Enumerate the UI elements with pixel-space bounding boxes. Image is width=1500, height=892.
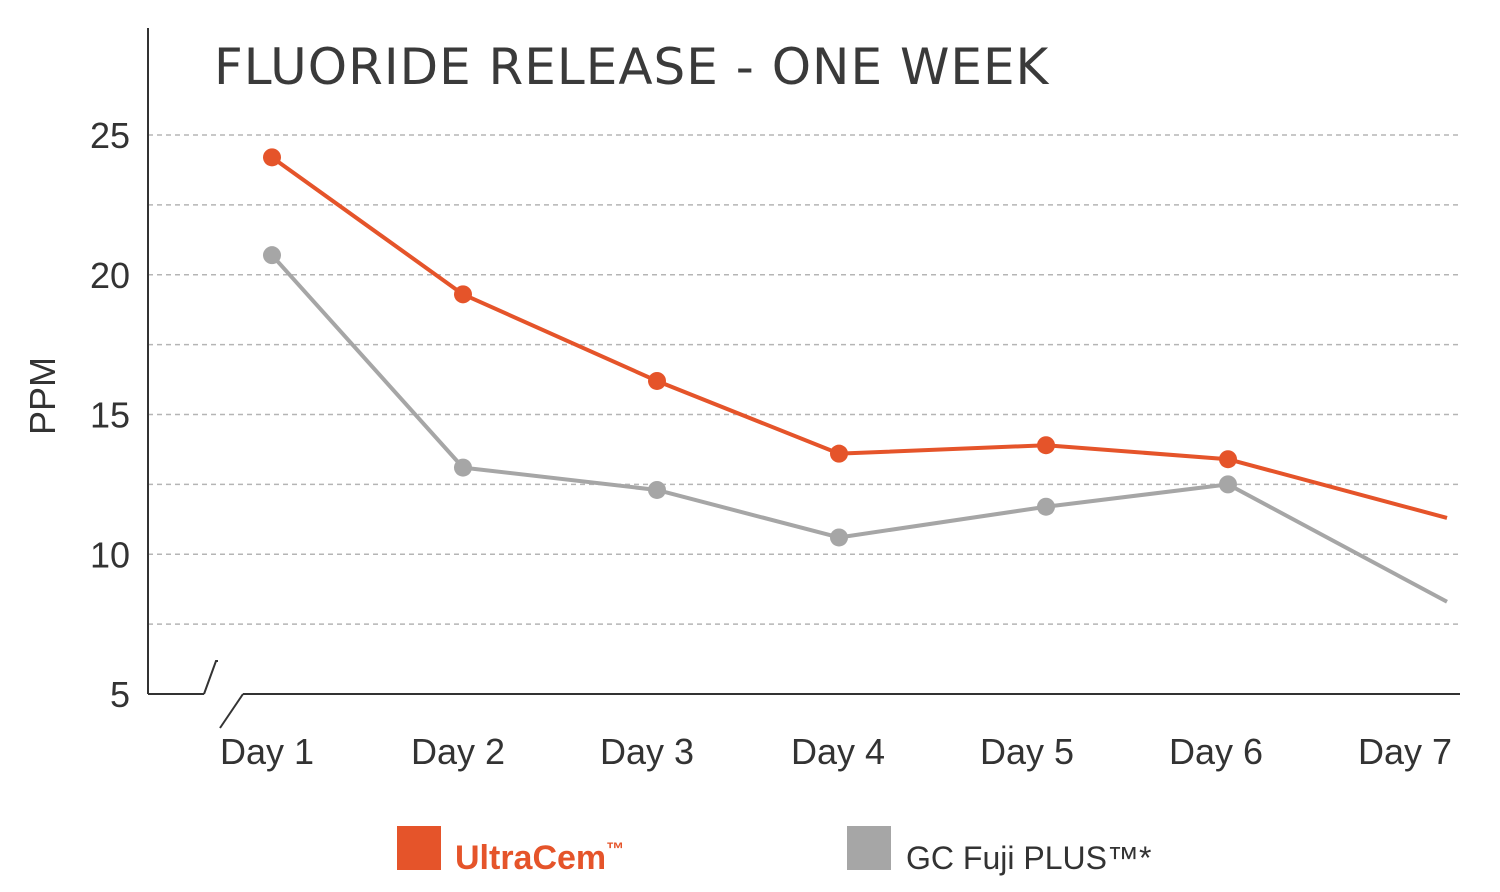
x-tick-label: Day 3 — [600, 731, 694, 772]
series-line — [270, 253, 1448, 604]
y-tick-label: 25 — [90, 115, 130, 156]
legend-label-ultracem: UltraCem™ — [455, 839, 624, 877]
series — [263, 148, 1448, 604]
series-ultracem — [263, 148, 1448, 520]
axes — [147, 28, 1460, 729]
x-tick-label: Day 2 — [411, 731, 505, 772]
data-point — [263, 148, 281, 167]
y-tick-label: 5 — [110, 674, 130, 715]
trademark-mark: ™ — [606, 839, 624, 859]
y-tick-label: 15 — [90, 395, 130, 436]
legend-label-gc-fuji: GC Fuji PLUS™* — [906, 840, 1151, 876]
chart-title: FLUORIDE RELEASE - ONE WEEK — [214, 38, 1050, 96]
legend-swatch-ultracem — [397, 826, 441, 870]
data-point — [1219, 475, 1237, 494]
x-tick-label: Day 6 — [1169, 731, 1263, 772]
y-tick-label: 10 — [90, 534, 130, 575]
data-point — [830, 528, 848, 547]
data-point — [1219, 450, 1237, 469]
legend-swatch-gc-fuji — [847, 826, 891, 870]
y-tick-label: 20 — [90, 255, 130, 296]
data-point — [830, 444, 848, 463]
legend: UltraCem™ GC Fuji PLUS™* — [397, 826, 1151, 877]
series-gc-fuji-plus — [263, 246, 1448, 604]
grid-lines — [148, 134, 1460, 625]
data-point — [454, 458, 472, 477]
data-point — [263, 246, 281, 265]
data-point — [1037, 497, 1055, 516]
data-point — [454, 285, 472, 304]
x-tick-label: Day 5 — [980, 731, 1074, 772]
axis-break-mark-lower — [219, 693, 244, 729]
x-tick-label: Day 4 — [791, 731, 885, 772]
series-line — [270, 155, 1448, 520]
data-point — [648, 480, 666, 499]
x-tick-labels: Day 1 Day 2 Day 3 Day 4 Day 5 Day 6 Day 7 — [220, 731, 1452, 772]
axis-break-mark — [203, 660, 218, 695]
data-point — [648, 371, 666, 390]
x-tick-label: Day 7 — [1358, 731, 1452, 772]
data-point — [1037, 436, 1055, 455]
y-tick-labels: 25 20 15 10 5 — [90, 115, 130, 715]
y-axis-label: PPM — [22, 357, 63, 435]
x-tick-label: Day 1 — [220, 731, 314, 772]
